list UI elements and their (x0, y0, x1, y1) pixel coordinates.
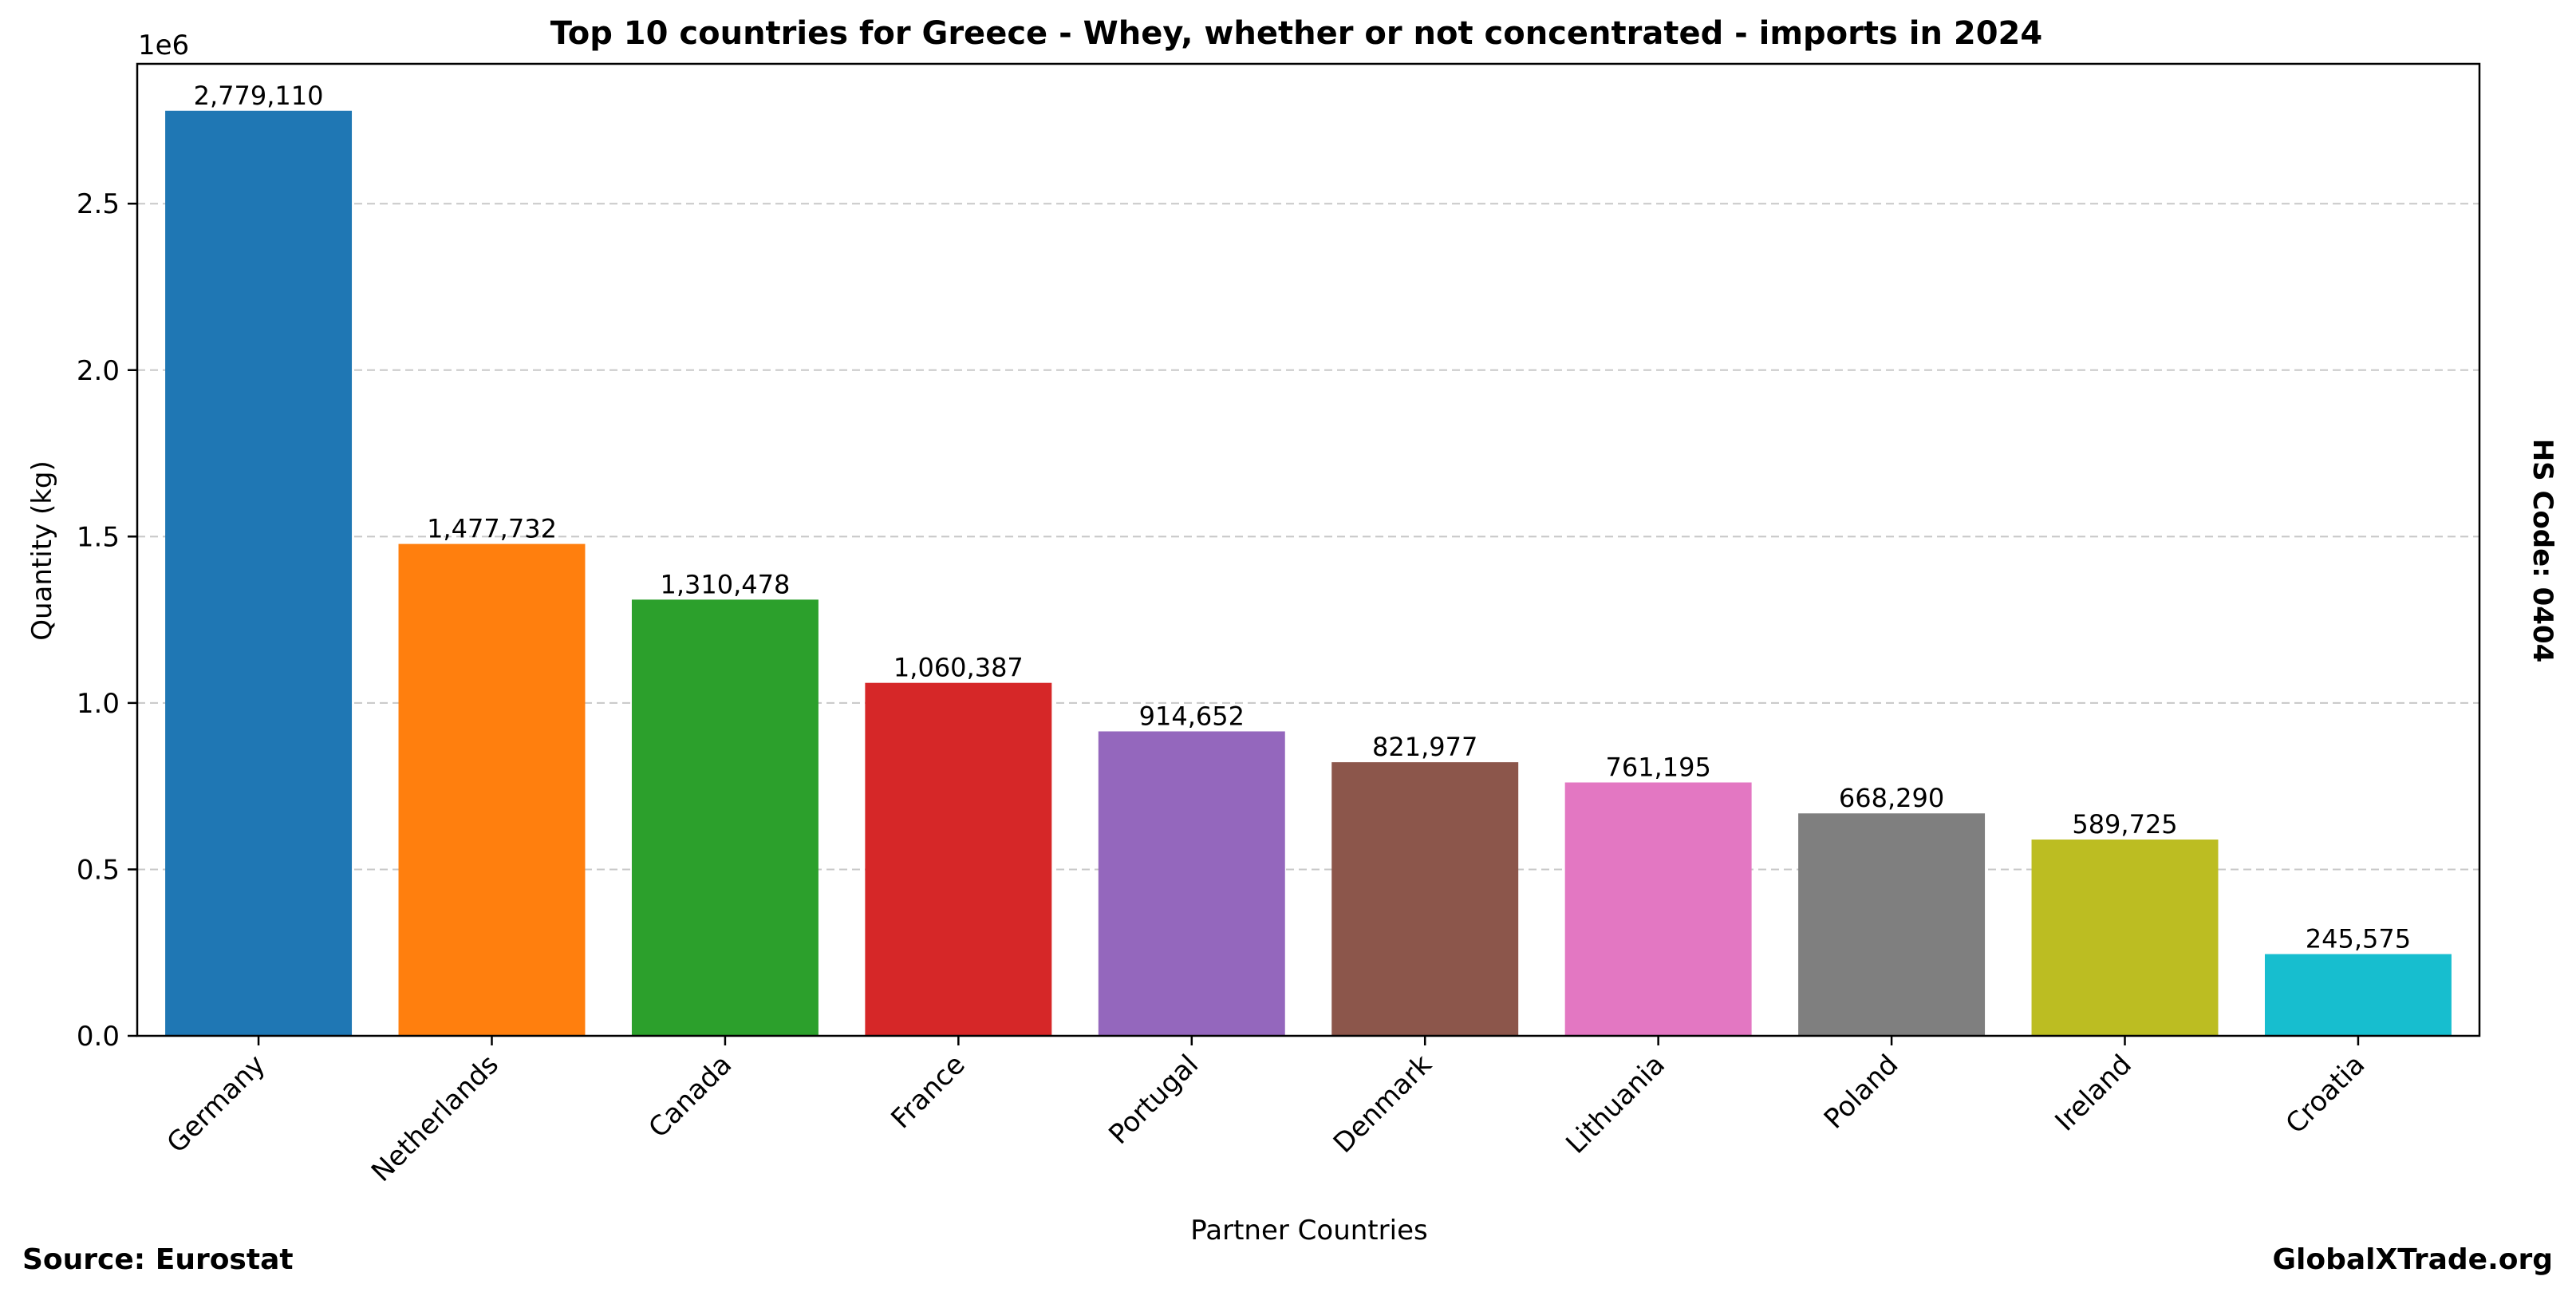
value-label: 914,652 (1139, 701, 1245, 731)
value-label: 761,195 (1605, 752, 1710, 782)
y-tick-label: 1.5 (77, 521, 120, 553)
y-tick-label: 2.0 (77, 355, 120, 387)
bar-lithuania (1564, 782, 1752, 1036)
x-tick-label: Poland (1818, 1049, 1905, 1136)
x-tick-label: Portugal (1103, 1049, 1205, 1151)
x-tick-label: Ireland (2049, 1049, 2137, 1137)
y-axis-ticks: 0.0 0.5 1.0 1.5 2.0 2.5 (77, 188, 137, 1053)
value-label: 1,310,478 (660, 569, 790, 599)
y-axis-scale-label: 1e6 (138, 30, 189, 61)
x-tick-label: Canada (643, 1049, 739, 1144)
value-label: 668,290 (1839, 783, 1944, 813)
y-tick-label: 2.5 (77, 188, 120, 220)
x-tick-label: Germany (161, 1049, 272, 1160)
plot-frame (136, 62, 2481, 1037)
y-tick-label: 0.0 (77, 1021, 120, 1053)
bar-ireland (2031, 840, 2219, 1036)
chart-title: Top 10 countries for Greece - Whey, whet… (550, 15, 2042, 52)
x-axis-label: Partner Countries (1190, 1215, 1427, 1247)
y-tick-label: 0.5 (77, 854, 120, 886)
bar-croatia (2264, 954, 2452, 1036)
bar-france (865, 682, 1052, 1036)
value-label: 821,977 (1372, 732, 1477, 762)
x-tick-label: Lithuania (1560, 1049, 1671, 1160)
bar-portugal (1098, 731, 1285, 1036)
value-labels: 2,779,110 1,477,732 1,310,478 1,060,387 914,… (194, 81, 2411, 954)
bars (165, 110, 2452, 1036)
value-label: 2,779,110 (194, 81, 324, 111)
value-label: 589,725 (2072, 809, 2177, 840)
x-tick-label: Netherlands (365, 1049, 505, 1188)
bar-germany (165, 110, 353, 1036)
bar-netherlands (398, 543, 586, 1036)
value-label: 1,477,732 (427, 514, 557, 544)
y-tick-label: 1.0 (77, 688, 120, 720)
bar-canada (631, 599, 819, 1036)
hs-code-label: HS Code: 0404 (2527, 439, 2558, 663)
x-tick-label: Croatia (2280, 1049, 2372, 1140)
x-tick-label: Denmark (1327, 1049, 1438, 1160)
x-axis-ticks: Germany Netherlands Canada France Portugal De… (161, 1036, 2372, 1188)
y-axis-label: Quantity (kg) (26, 460, 58, 641)
value-label: 1,060,387 (894, 653, 1024, 683)
x-tick-label: France (885, 1049, 971, 1135)
source-label: Source: Eurostat (22, 1243, 294, 1276)
brand-label: GlobalXTrade.org (2272, 1243, 2553, 1276)
value-label: 245,575 (2306, 924, 2411, 954)
bar-denmark (1331, 762, 1519, 1036)
bar-poland (1798, 813, 1986, 1036)
